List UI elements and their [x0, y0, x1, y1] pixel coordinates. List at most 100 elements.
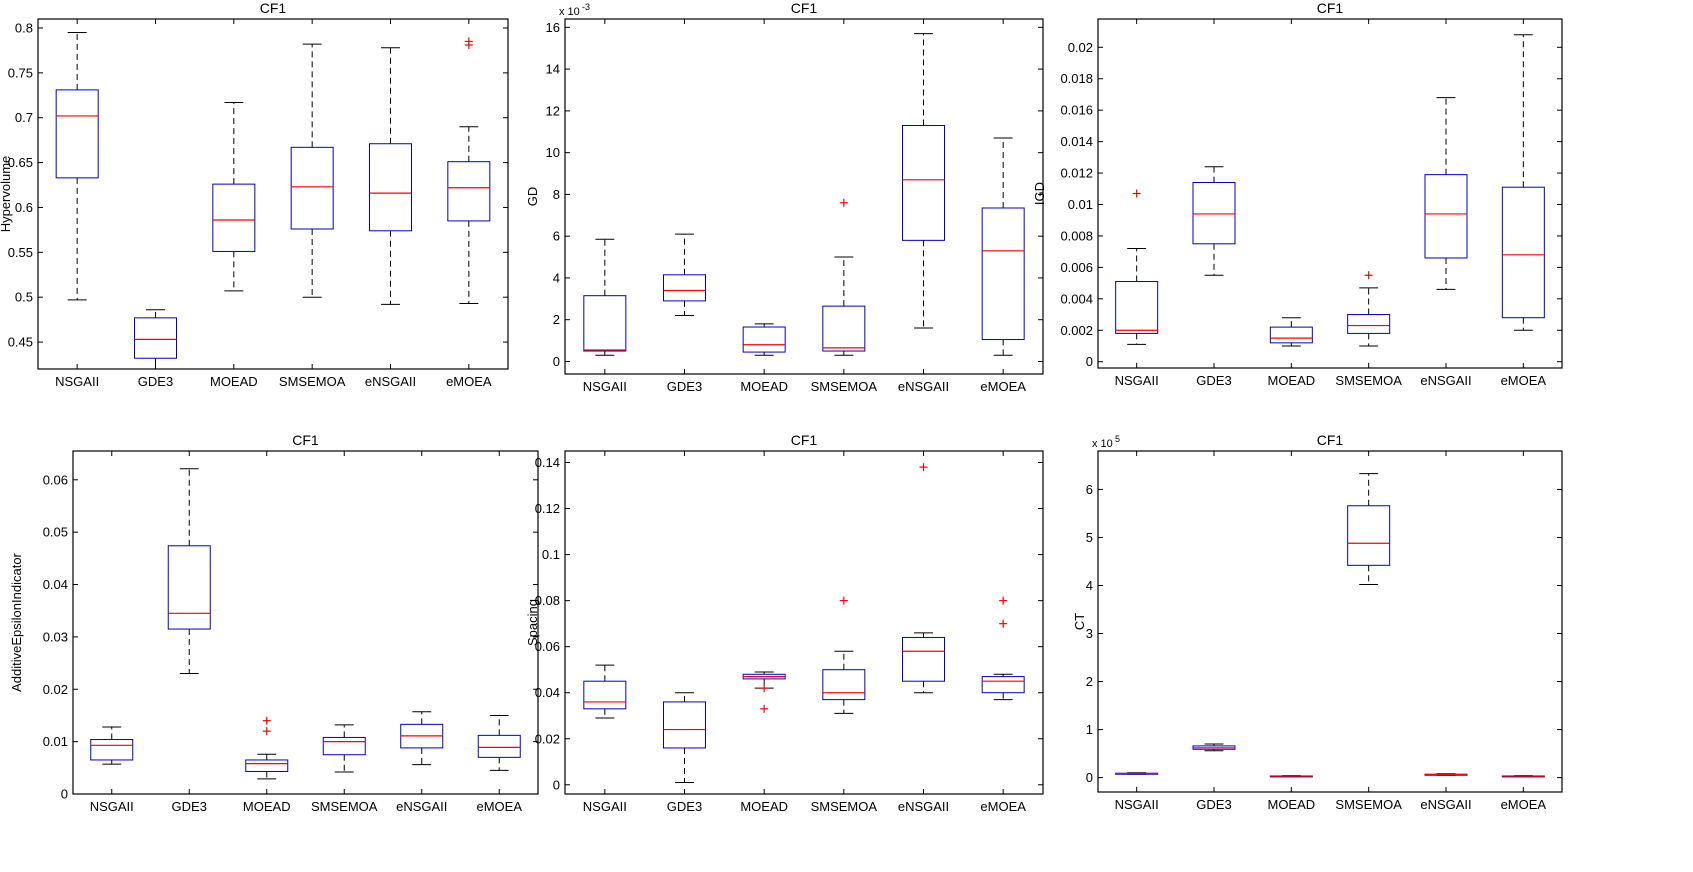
box-smsemoa [822, 596, 866, 714]
y-tick-label: 6 [553, 229, 560, 244]
box-smsemoa [290, 43, 334, 298]
x-tick-label: SMSEMOA [811, 799, 878, 814]
x-tick-label: eNSGAII [1420, 373, 1471, 388]
y-tick-label: 0.12 [535, 501, 560, 516]
iqr-box [447, 161, 491, 222]
box-ensgaii [902, 33, 945, 329]
outlier-marker [760, 684, 769, 693]
x-tick-label: eMOEA [980, 379, 1026, 394]
iqr-box [167, 545, 211, 630]
outlier-marker [839, 596, 848, 605]
chart-panel-4: CF1 AdditiveEpsilonIndicator 0 0.01 0.02 0.03… [9, 432, 539, 814]
box-moead [212, 101, 256, 292]
iqr-box [822, 669, 866, 701]
x-tick-label: eMOEA [1501, 373, 1547, 388]
y-tick-label: 0.006 [1060, 260, 1093, 275]
box-ensgaii [1424, 97, 1468, 290]
y-tick-label: 0.014 [1060, 134, 1093, 149]
outlier-marker [999, 619, 1008, 628]
y-tick-label: 2 [1086, 674, 1093, 689]
chart-title: CF1 [1317, 432, 1344, 448]
y-tick-label: 0.016 [1060, 103, 1093, 118]
x-tick-label: MOEAD [1267, 373, 1315, 388]
x-tick-label: SMSEMOA [811, 379, 878, 394]
box-gde3 [134, 309, 177, 370]
x-tick-label: GDE3 [172, 799, 207, 814]
outlier-marker [760, 704, 769, 713]
chart-title: CF1 [791, 432, 818, 448]
chart-title: CF1 [260, 0, 287, 16]
y-tick-label: 2 [553, 312, 560, 327]
y-tick-label: 0 [1086, 770, 1093, 785]
iqr-box [1269, 326, 1313, 344]
box-moead [245, 716, 289, 780]
box-nsgaii [583, 664, 627, 719]
y-tick-label: 0.05 [43, 525, 68, 540]
y-tick-label: 0.7 [15, 110, 33, 125]
iqr-box [55, 89, 99, 179]
box-emoea [477, 714, 521, 771]
iqr-box [742, 326, 786, 353]
box-moead [1269, 775, 1313, 778]
box-gde3 [1192, 743, 1236, 752]
chart-title: CF1 [1317, 0, 1344, 16]
y-tick-label: 0.75 [8, 65, 33, 80]
y-tick-label: 0.8 [15, 20, 33, 35]
box-smsemoa [1347, 473, 1391, 586]
axis-exponent: x 10 5 [1092, 434, 1120, 450]
x-tick-label: eNSGAII [396, 799, 447, 814]
iqr-box [1192, 181, 1236, 245]
chart-panel-6: CF1 CT x 10 5 0 1 2 3 4 5 6 NSGAII GDE3 MOEAD SMSEMOA… [1072, 432, 1563, 812]
iqr-box [477, 734, 521, 758]
y-tick-label: 8 [553, 187, 560, 202]
box-moead [1269, 317, 1313, 347]
box-gde3 [663, 233, 706, 317]
iqr-box [1347, 314, 1391, 334]
iqr-box [134, 317, 177, 359]
iqr-box [1424, 174, 1468, 259]
chart-panel-2: CF1 GD x 10 -3 0 2 4 6 8 10 12 14 16 NSGAII GDE3 MOEAD… [525, 0, 1044, 394]
box-gde3 [663, 692, 706, 783]
outlier-marker [1364, 271, 1373, 280]
y-tick-label: 0.008 [1060, 228, 1093, 243]
axis-exponent: x 10 -3 [559, 2, 590, 18]
x-tick-label: eNSGAII [365, 374, 416, 389]
x-tick-label: MOEAD [210, 374, 258, 389]
outlier-marker [262, 716, 271, 725]
y-tick-label: 0.06 [43, 472, 68, 487]
y-tick-label: 0 [1086, 354, 1093, 369]
plot-frame [72, 450, 539, 795]
y-tick-label: 5 [1086, 530, 1093, 545]
outlier-marker [262, 727, 271, 736]
x-tick-label: GDE3 [667, 379, 702, 394]
y-axis-label: AdditiveEpsilonIndicator [9, 552, 24, 691]
y-tick-label: 4 [553, 270, 560, 285]
box-nsgaii [1115, 189, 1159, 345]
outlier-marker [919, 463, 928, 472]
iqr-box [322, 736, 366, 756]
chart-title: CF1 [292, 432, 319, 448]
y-tick-label: 0 [553, 777, 560, 792]
iqr-box [369, 143, 412, 232]
x-tick-label: NSGAII [1115, 373, 1159, 388]
y-tick-label: 0.06 [535, 639, 560, 654]
iqr-box [583, 680, 627, 710]
x-tick-label: eMOEA [980, 799, 1026, 814]
box-moead [742, 323, 786, 356]
y-tick-label: 0.04 [535, 685, 560, 700]
x-tick-label: MOEAD [1267, 797, 1315, 812]
y-tick-label: 0.004 [1060, 291, 1093, 306]
iqr-box [902, 636, 945, 682]
y-tick-label: 0.018 [1060, 71, 1093, 86]
x-tick-label: GDE3 [1196, 373, 1231, 388]
y-tick-label: 0 [61, 787, 68, 802]
y-axis-label: Spacing [525, 599, 540, 646]
x-tick-label: SMSEMOA [279, 374, 346, 389]
x-tick-label: eNSGAII [898, 799, 949, 814]
y-tick-label: 0.55 [8, 245, 33, 260]
y-tick-label: 14 [546, 62, 560, 77]
y-tick-label: 6 [1086, 482, 1093, 497]
iqr-box [90, 739, 134, 761]
iqr-box [1501, 186, 1545, 319]
